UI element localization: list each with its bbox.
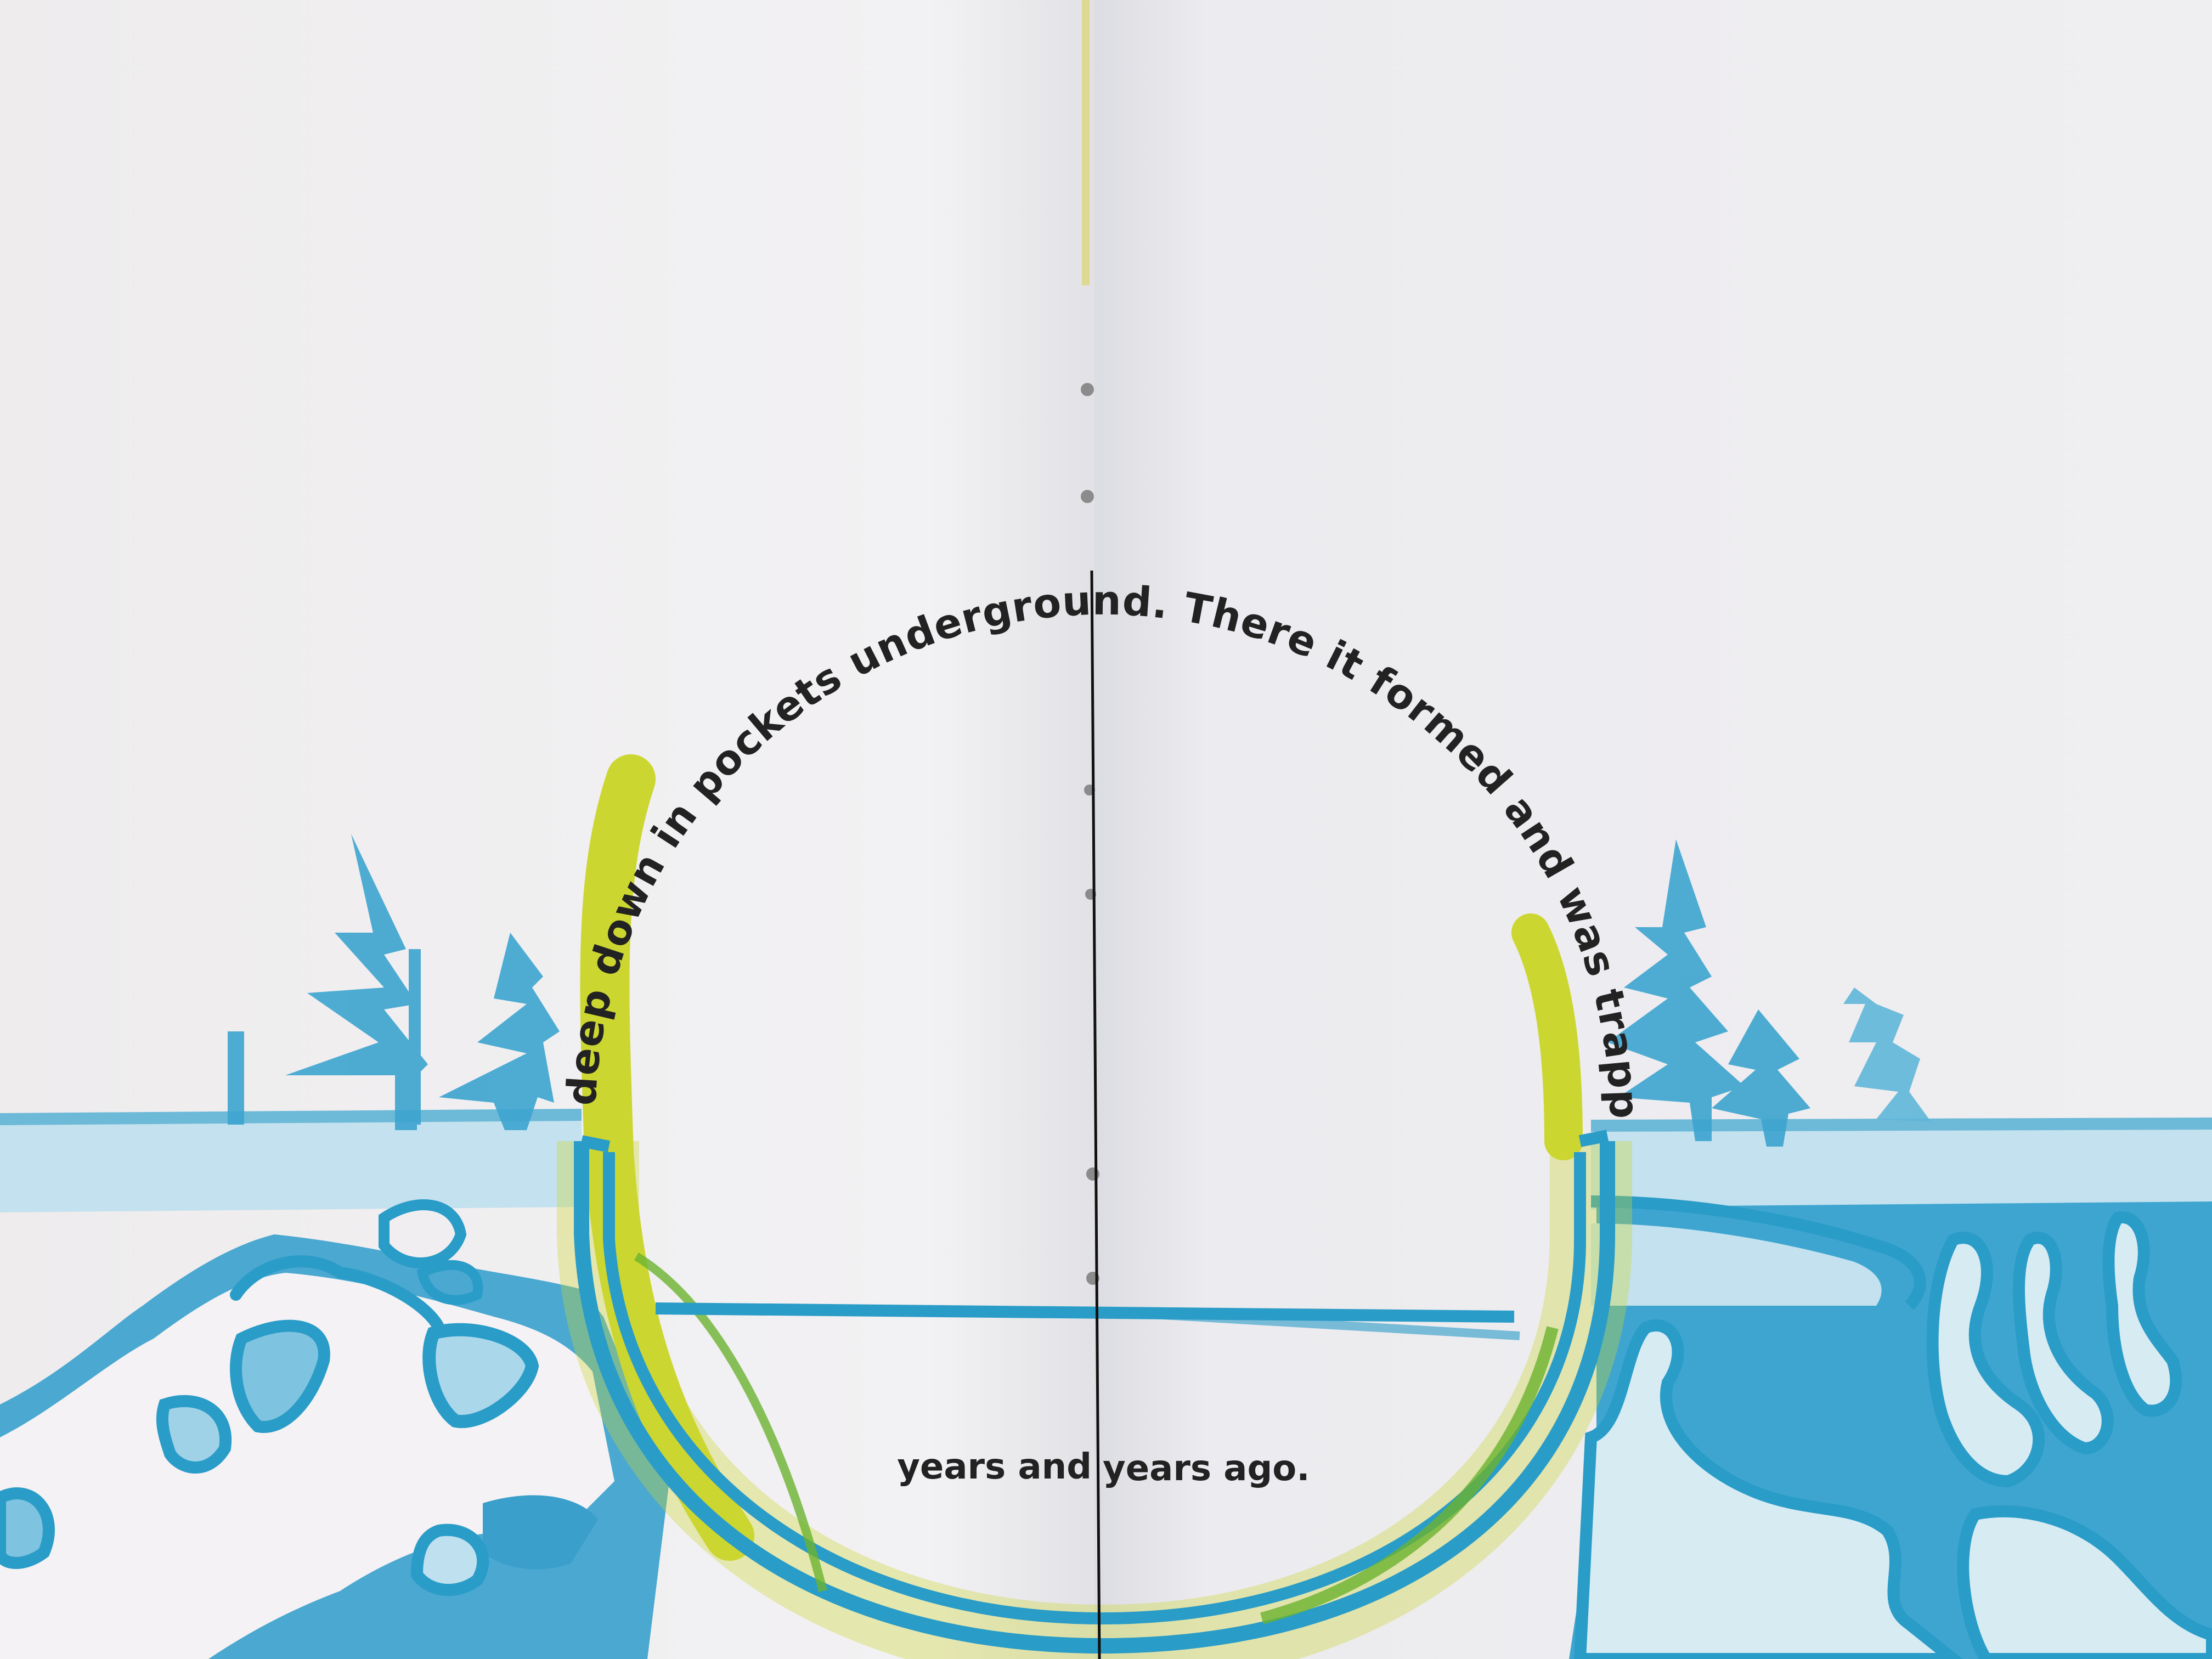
left-pine-trees — [228, 834, 560, 1130]
bottom-caption-right: years ago. — [1103, 1448, 1310, 1489]
bottom-caption-left: years and — [897, 1447, 1092, 1487]
book-spine-line — [1090, 570, 1101, 1659]
spine-color-edge — [1082, 0, 1090, 285]
left-ground-rocks — [0, 1199, 669, 1659]
right-pine-trees — [1607, 839, 1931, 1147]
right-ground-rocks — [1569, 1195, 2212, 1659]
horizon-water — [0, 1109, 2212, 1212]
underground-pocket-bowl — [557, 754, 1632, 1659]
